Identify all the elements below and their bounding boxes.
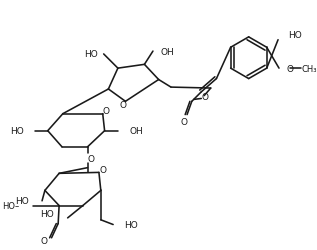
Text: O: O [202,93,209,102]
Text: OH: OH [160,48,174,56]
Text: HO–: HO– [2,201,19,210]
Text: HO: HO [84,50,98,59]
Text: OH: OH [129,127,143,136]
Text: O: O [99,166,106,174]
Text: HO: HO [41,209,55,218]
Text: O: O [41,236,48,245]
Text: HO: HO [10,127,24,136]
Text: O: O [119,100,126,109]
Text: CH₃: CH₃ [302,64,317,73]
Text: HO: HO [125,220,138,229]
Text: O: O [181,117,188,126]
Text: HO: HO [15,196,29,205]
Text: O: O [102,107,109,116]
Text: O: O [287,64,294,73]
Text: HO: HO [288,30,302,39]
Text: O: O [88,154,95,163]
